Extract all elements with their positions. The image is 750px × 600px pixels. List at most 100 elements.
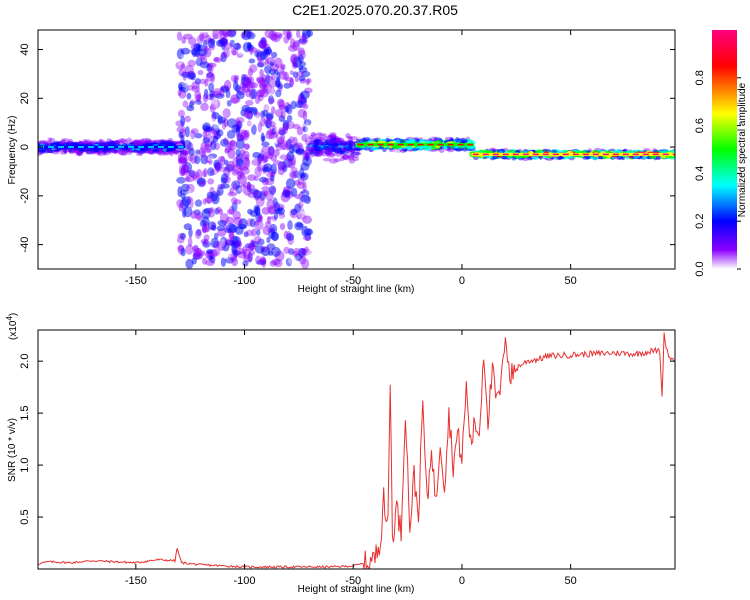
spectrogram-cell [206,64,213,72]
spectrogram-cell [198,180,206,187]
spectrogram-cell [300,189,310,197]
spectrogram-cell [258,78,267,89]
spectrogram-cell [226,100,232,107]
spectrogram-cell [211,117,216,124]
spectrogram-cell [197,247,202,257]
spectrogram-cell [214,207,220,215]
spectrogram-cell [179,150,188,161]
spectrogram-cell [285,257,293,267]
spectrogram-cell [195,94,201,103]
spectrogram-cell [236,52,244,59]
spectrogram-cell [243,254,253,263]
spectrogram-cell [269,61,275,67]
spectrogram-cell [195,229,202,239]
spectrogram-cell [330,137,337,142]
spectrogram-cell [334,139,343,143]
spectrogram-cell [227,141,233,151]
snr-x-ticks: -150 -100 -50 0 50 [125,330,577,587]
spectrogram-cell [341,155,351,161]
spectrogram-cell [210,140,217,151]
spectrogram-cell [209,256,216,264]
spectrogram-cell [234,74,240,81]
spectrogram-cell [269,138,279,146]
spectrogram-cell [235,158,244,167]
spectrogram-cell [296,71,304,78]
spectrogram-cell [180,149,191,156]
spectrogram-cell [183,164,190,174]
spectrogram-cell [268,94,274,105]
spectrogram-cell [180,248,186,257]
spectrogram-cell [193,244,199,253]
spectrogram-cell [302,110,308,121]
spectrogram-cell [259,83,267,90]
spectrogram-cell [188,169,196,178]
spectrogram-cell [309,135,314,140]
spectrogram-cell [283,71,289,81]
spectrogram-cell [186,105,195,112]
spectrogram-cell [304,114,312,120]
spectrogram-cell [294,221,304,231]
spectrogram-cell [224,148,230,154]
spectrogram-cell [185,258,194,269]
spectrogram-cell [415,145,425,149]
spectrogram-cell [67,138,74,144]
spectrogram-cell [263,104,270,113]
spectrogram-cell [255,111,261,119]
spectrogram-cell [556,156,564,160]
spectrogram-cell [283,35,290,44]
spectrogram-cell [296,126,304,136]
spectrogram-cell [240,76,251,86]
spectrogram-frame [37,29,676,270]
spectrogram-cell [266,216,271,225]
spectrogram-cell [181,54,190,60]
spectrogram-cell [355,147,364,151]
spectrogram-cell [213,121,220,131]
spectrogram-cell [272,149,280,157]
spectrogram-cell [267,250,274,256]
spectrogram-cell [202,130,207,139]
spectrogram-cell [242,85,251,93]
spectrogram-cell [228,232,235,240]
spectrogram-cell [446,147,455,153]
spectrogram-cell [184,126,190,138]
spectrogram-cell [326,134,333,138]
spectrogram-cell [213,232,219,240]
spectrogram-cell [266,118,271,129]
spectrogram-cell [264,151,271,159]
spectrogram-cell [201,226,211,233]
spectrogram-cell [204,155,213,164]
spectrogram-cell [182,150,189,156]
spectrogram-cell [301,32,307,43]
spectrogram-cell [177,60,183,66]
spectrogram-cell [298,66,308,73]
spectrogram-cell [300,90,310,100]
spectrogram-cell [113,150,118,154]
spectrogram-cell [421,149,426,154]
spectrogram-cell [201,225,207,233]
spectrogram-cell [200,102,209,112]
spectrogram-cell [185,244,194,255]
spectrogram-cell [393,149,401,153]
spectrogram-cell [269,121,276,128]
spectrogram-cell [206,237,212,244]
spectrogram-cell [209,38,216,45]
spectrogram-cell [266,129,275,136]
spectrogram-cell [166,151,174,155]
spectrogram-cell [256,77,266,85]
spectrogram-cell [220,138,229,147]
spectrogram-cell [280,161,287,171]
spectrogram-cell [247,174,257,181]
spectrogram-cell [194,199,203,207]
spectrogram-cell [225,164,235,172]
spectrogram-cell [250,82,256,89]
spectrogram-cell [192,174,198,181]
spectrogram-cell [257,215,263,221]
spectrogram-x-ticks: -150 -100 -50 0 50 [125,30,577,287]
spectrogram-cell [248,81,258,89]
spectrogram-cell [310,133,320,137]
spectrogram-cell [194,133,203,139]
spectrogram-cell [261,141,270,147]
spectrogram-cell [270,106,276,115]
spectrogram-cell [332,135,338,141]
spectrogram-cell [157,139,166,144]
